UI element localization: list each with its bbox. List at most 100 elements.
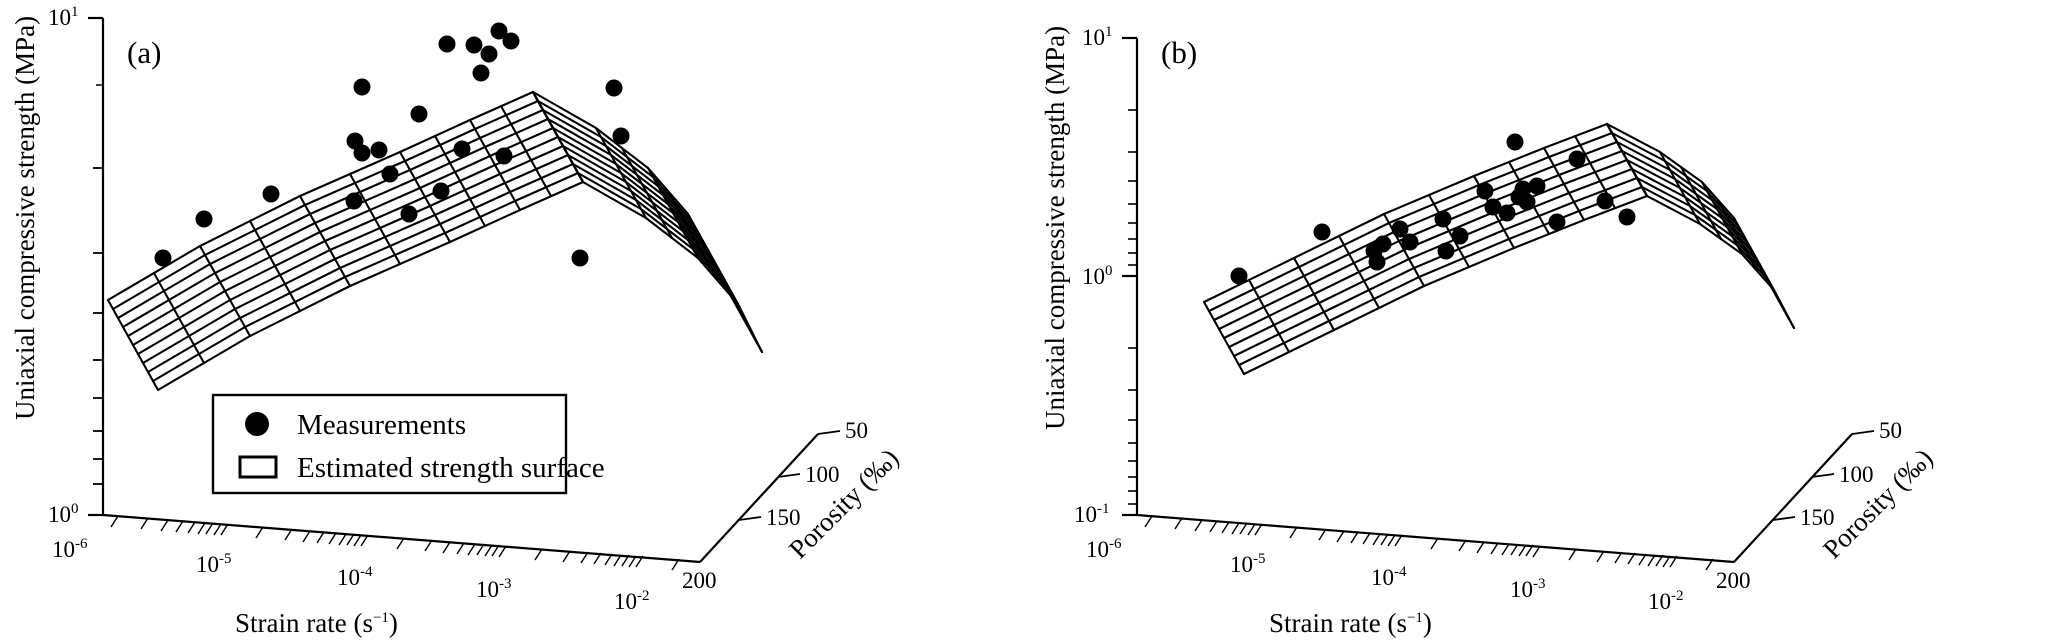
panel-b-y-axis-title: Uniaxial compressive strength (MPa)	[1040, 26, 1070, 430]
measurement-point	[353, 144, 371, 162]
measurement-point	[1518, 193, 1536, 211]
svg-text:50: 50	[845, 418, 868, 443]
measurement-point	[495, 147, 513, 165]
panel-a-tag: (a)	[127, 35, 161, 70]
panel-a-y-tick-labels: 101 100	[48, 4, 79, 527]
panel-a-measurement-points	[154, 22, 630, 267]
panel-b-tag: (b)	[1161, 35, 1197, 70]
panel-b-x-axis-title: Strain rate (s−1)	[1269, 608, 1432, 638]
panel-a-y-axis	[88, 16, 105, 517]
measurement-point	[1548, 213, 1566, 231]
measurement-point	[1434, 210, 1452, 228]
svg-text:100: 100	[48, 501, 79, 527]
measurement-point	[1618, 208, 1636, 226]
measurement-point	[1476, 182, 1494, 200]
measurement-point	[605, 79, 623, 97]
measurement-point	[1498, 204, 1516, 222]
svg-text:10-5: 10-5	[196, 551, 232, 577]
measurement-point	[154, 249, 172, 267]
panel-b: (b) 101 100 10-1 Uniaxial compressive st…	[1034, 0, 2067, 640]
measurement-point	[353, 78, 371, 96]
measurement-point	[1528, 177, 1546, 195]
svg-text:200: 200	[1716, 568, 1751, 593]
svg-text:101: 101	[48, 4, 79, 30]
measurement-point	[432, 182, 450, 200]
svg-text:101: 101	[1082, 24, 1113, 50]
panel-a-canvas: (a) 101 100 Uniaxial compressive strengt…	[10, 4, 904, 638]
svg-text:10-5: 10-5	[1230, 551, 1266, 577]
panel-b-z-tick-labels: 50 100 150 200	[1716, 418, 1902, 593]
measurement-point	[1437, 242, 1455, 260]
measurement-point	[370, 141, 388, 159]
measurement-point	[400, 205, 418, 223]
panel-b-measurement-points	[1230, 133, 1636, 285]
panel-a-legend: Measurements Estimated strength surface	[211, 393, 605, 495]
panel-a: (a) 101 100 Uniaxial compressive strengt…	[0, 0, 1033, 640]
legend-surface-marker	[238, 455, 278, 479]
measurement-point	[1514, 180, 1532, 198]
panel-a-z-axis-title: Porosity (‰)	[783, 443, 904, 564]
panel-a-strength-surface	[106, 90, 764, 392]
measurement-point	[1506, 133, 1524, 151]
svg-text:50: 50	[1879, 418, 1902, 443]
svg-text:150: 150	[1800, 505, 1835, 530]
y-tick-exponent: 1	[71, 4, 79, 20]
measurement-point	[1484, 198, 1502, 216]
measurement-point	[1596, 192, 1614, 210]
panel-b-x-tick-labels: 10-6 10-5 10-4 10-3 10-2	[1086, 536, 1684, 614]
measurement-point	[612, 127, 630, 145]
measurement-point	[410, 105, 428, 123]
measurement-point	[1230, 267, 1248, 285]
svg-text:10-6: 10-6	[1086, 536, 1122, 562]
measurement-point	[381, 165, 399, 183]
svg-text:10-3: 10-3	[476, 576, 512, 602]
panel-b-strength-surface	[1202, 122, 1796, 376]
svg-text:100: 100	[805, 462, 840, 487]
measurement-point	[1568, 150, 1586, 168]
y-tick-exponent: 0	[71, 501, 79, 517]
measurement-point	[502, 32, 520, 50]
legend-measurements-label: Measurements	[297, 409, 466, 441]
svg-text:100: 100	[1082, 263, 1113, 289]
svg-text:10-2: 10-2	[1648, 588, 1684, 614]
svg-text:10-6: 10-6	[52, 536, 88, 562]
panel-b-x-axis	[1136, 513, 1735, 564]
measurement-point	[1401, 233, 1419, 251]
panel-b-y-axis	[1122, 36, 1139, 517]
measurement-point	[438, 35, 456, 53]
svg-text:100: 100	[1839, 462, 1874, 487]
measurement-point	[490, 22, 508, 40]
measurement-point	[1391, 220, 1409, 238]
svg-text:10-1: 10-1	[1074, 501, 1110, 527]
measurement-point	[571, 249, 589, 267]
svg-text:10-2: 10-2	[614, 588, 650, 614]
y-tick-mantissa: 10	[48, 5, 71, 30]
measurement-point	[1313, 223, 1331, 241]
panel-a-x-ticks	[110, 515, 680, 571]
panel-a-z-axis	[699, 430, 841, 563]
panel-b-z-axis	[1733, 430, 1875, 563]
measurement-point	[262, 185, 280, 203]
svg-text:10-4: 10-4	[337, 564, 373, 590]
panel-a-x-axis-title: Strain rate (s−1)	[235, 608, 398, 638]
measurement-point	[453, 140, 471, 158]
panel-b-x-ticks	[1144, 515, 1714, 571]
panel-b-z-axis-title: Porosity (‰)	[1817, 443, 1938, 564]
svg-text:200: 200	[682, 568, 717, 593]
panel-b-y-tick-labels: 101 100 10-1	[1074, 24, 1113, 527]
measurement-point	[1451, 227, 1469, 245]
measurement-point	[345, 192, 363, 210]
measurement-point	[480, 45, 498, 63]
svg-text:10-4: 10-4	[1371, 564, 1407, 590]
measurement-point	[195, 210, 213, 228]
legend-surface-label: Estimated strength surface	[297, 452, 605, 484]
measurement-point	[472, 64, 490, 82]
y-tick-mantissa: 10	[48, 502, 71, 527]
panel-a-y-axis-title: Uniaxial compressive strength (MPa)	[10, 16, 40, 420]
svg-text:10-3: 10-3	[1510, 576, 1546, 602]
legend-measurements-marker	[245, 412, 269, 436]
panel-b-canvas: (b) 101 100 10-1 Uniaxial compressive st…	[1040, 24, 1938, 638]
measurement-point	[1374, 235, 1392, 253]
svg-text:150: 150	[766, 505, 801, 530]
